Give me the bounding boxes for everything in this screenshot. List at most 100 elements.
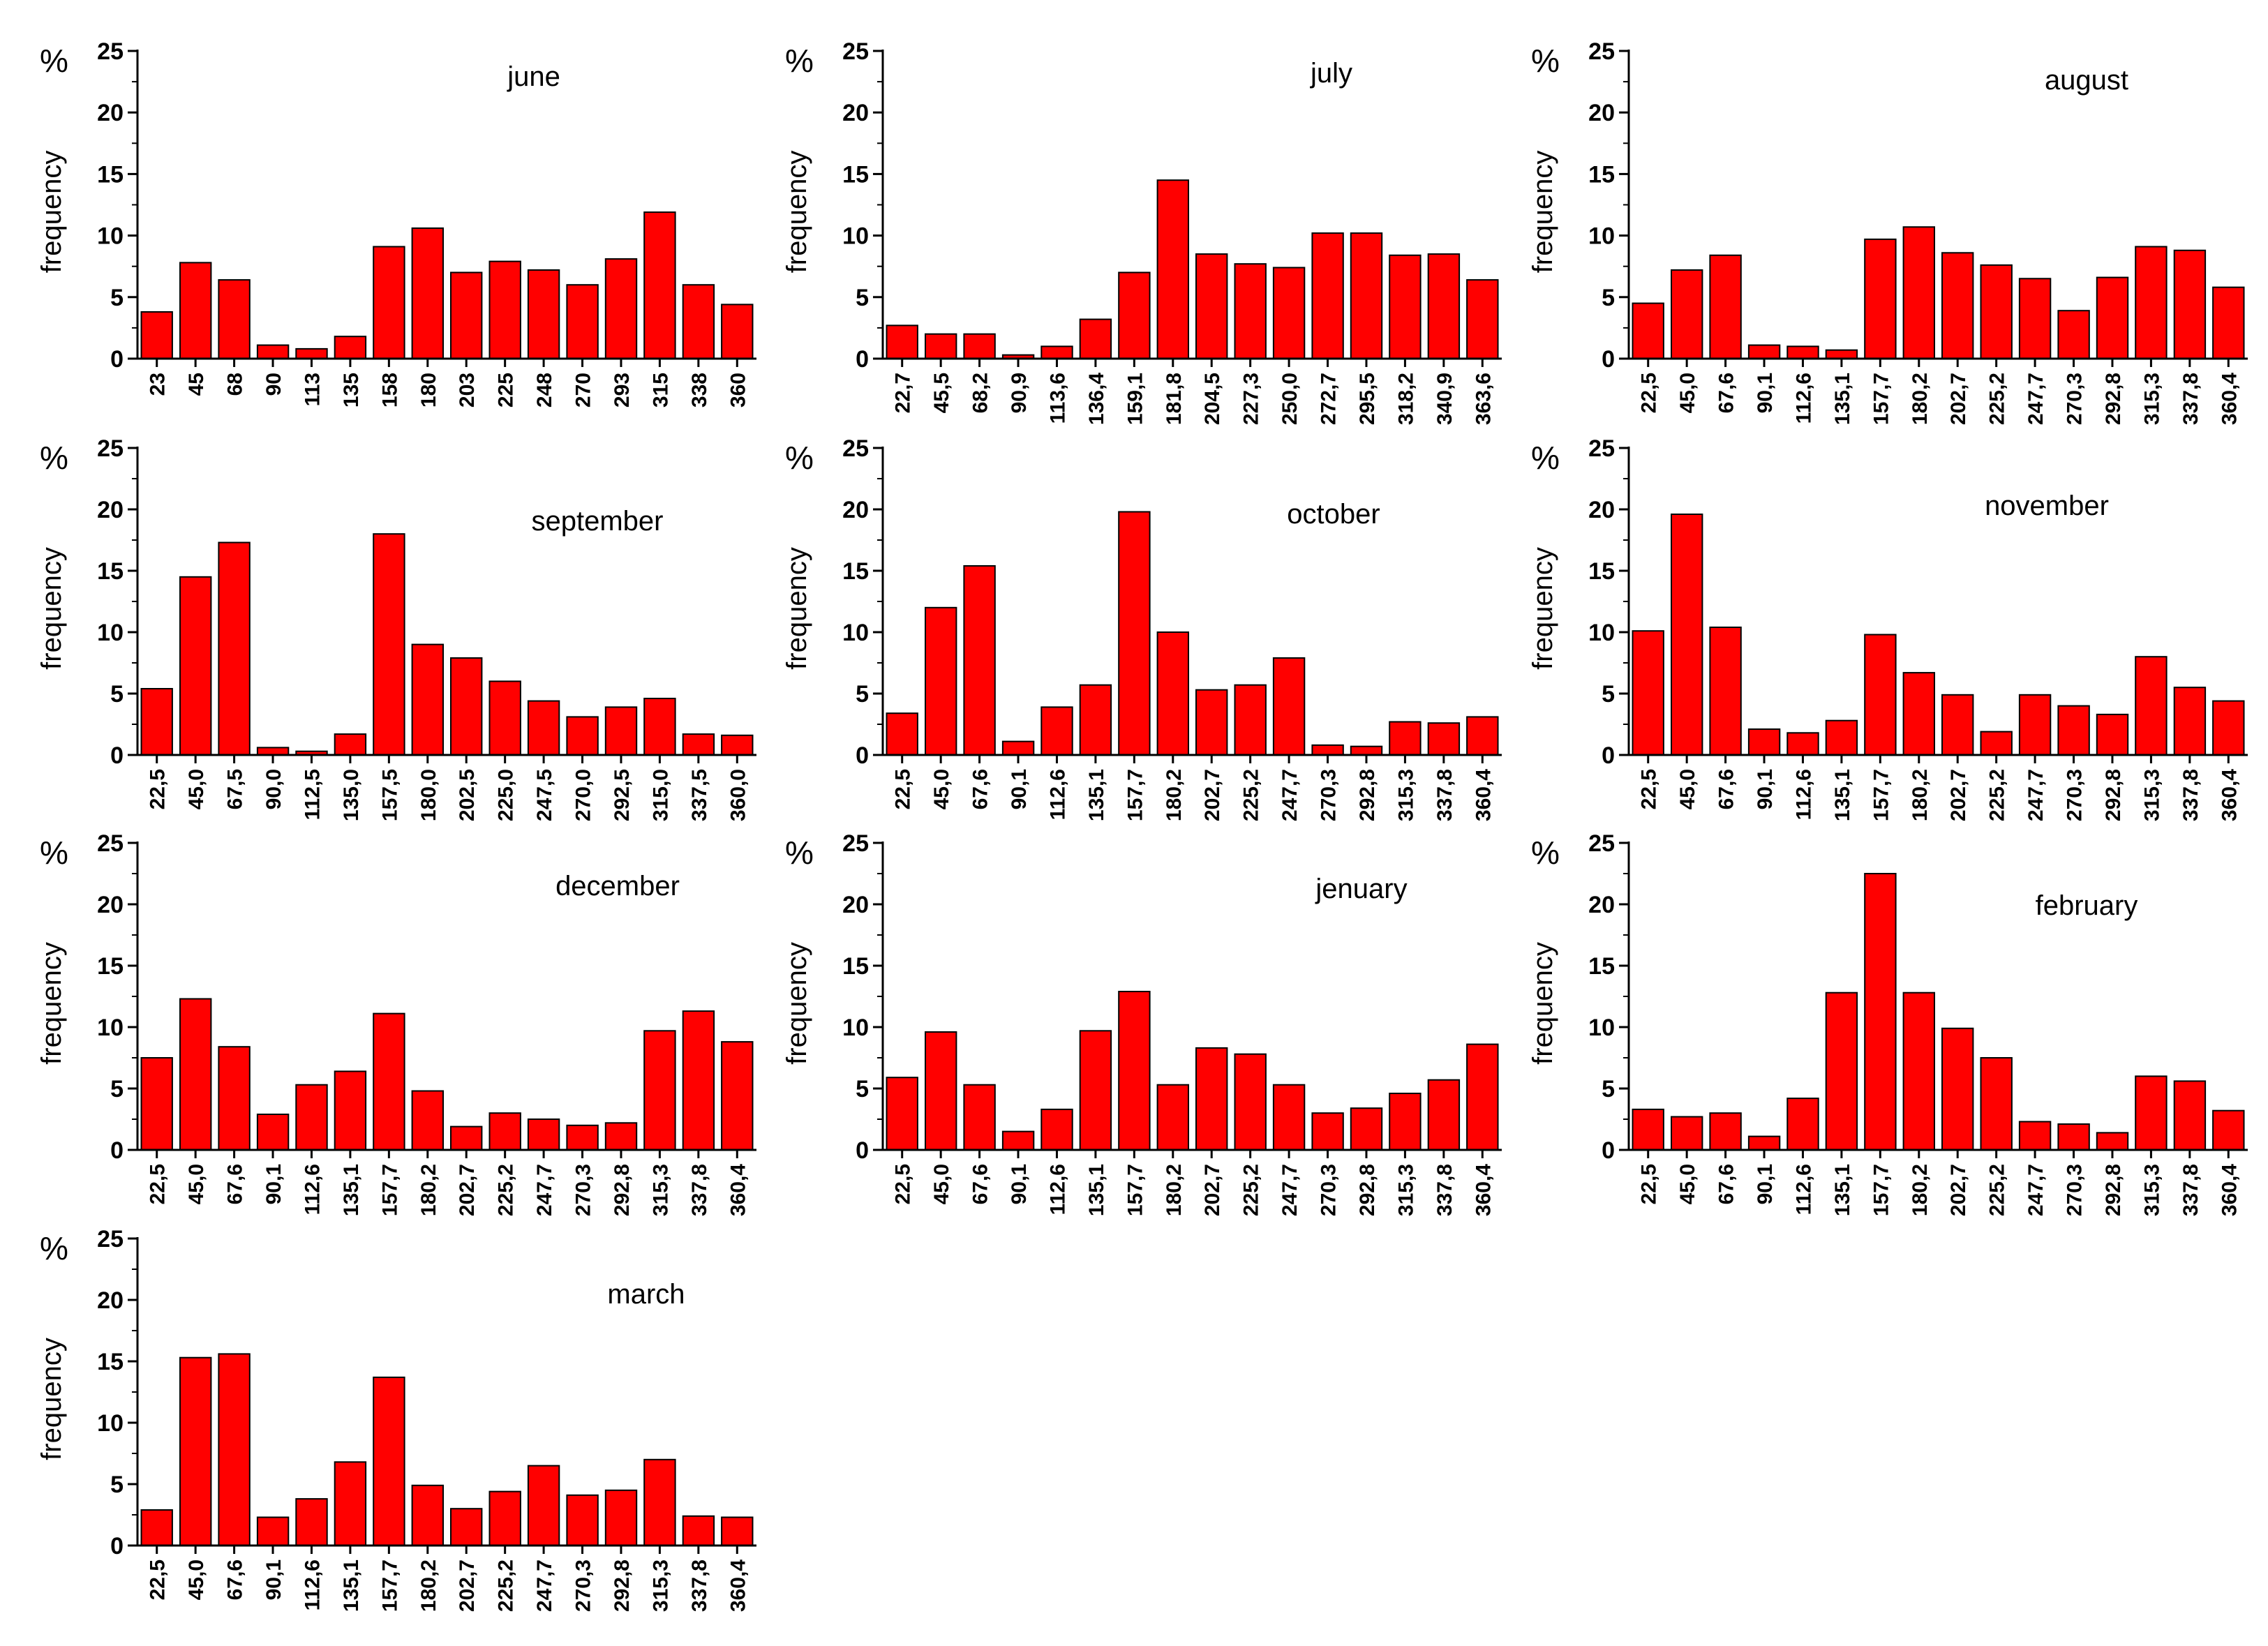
bar <box>1079 684 1112 756</box>
y-tick-label: 25 <box>97 830 124 857</box>
bar <box>140 1057 173 1151</box>
bar <box>140 1509 173 1546</box>
x-tick-label: 202,7 <box>1947 769 1970 821</box>
bar <box>140 311 173 359</box>
x-tick-label: 158 <box>378 373 401 407</box>
y-tick-label: 10 <box>842 223 869 250</box>
bar <box>1980 1057 2013 1151</box>
x-tick-label: 247,7 <box>533 1559 556 1612</box>
x-tick-label: 68 <box>224 373 247 396</box>
y-axis-title: frequency <box>36 1338 67 1460</box>
bar <box>218 541 251 756</box>
bar <box>721 1516 754 1546</box>
x-tick-label: 225,2 <box>1240 769 1263 821</box>
bar <box>1156 179 1189 360</box>
x-tick-label: 22,5 <box>892 769 915 809</box>
x-tick-label: 225,2 <box>1986 769 2009 821</box>
x-tick-label: 157,7 <box>1870 373 1893 425</box>
bar <box>2212 1109 2245 1151</box>
y-axis-title: frequency <box>1528 151 1558 274</box>
x-tick-label: 225,2 <box>495 1559 518 1612</box>
bar <box>1466 1043 1499 1151</box>
x-tick-label: 90,0 <box>262 769 285 809</box>
x-tick-label: 250,0 <box>1278 373 1301 425</box>
x-tick-label: 247,5 <box>533 769 556 821</box>
bar <box>179 576 212 756</box>
bar <box>1632 630 1664 756</box>
bar <box>2057 310 2090 360</box>
bar <box>925 333 957 360</box>
bar <box>527 269 560 359</box>
bar <box>1825 992 1858 1151</box>
bar <box>2057 705 2090 756</box>
y-axis-title: frequency <box>1528 547 1558 670</box>
x-tick-label: 135,1 <box>1085 769 1108 821</box>
x-tick-label: 113 <box>301 373 324 406</box>
x-tick-label: 67,6 <box>1715 1164 1738 1204</box>
y-unit-label: % <box>1531 43 1560 79</box>
bar <box>963 1084 996 1151</box>
bar <box>925 1031 957 1151</box>
bar <box>604 1489 638 1547</box>
x-tick-label: 112,5 <box>301 769 324 820</box>
x-tick-label: 112,6 <box>1792 1164 1815 1215</box>
bar <box>721 734 754 756</box>
x-tick-label: 203 <box>456 373 479 407</box>
x-tick-label: 247,7 <box>1278 1164 1301 1216</box>
x-tick-label: 292,8 <box>2102 373 2125 425</box>
y-unit-label: % <box>40 440 68 476</box>
bar <box>488 260 521 359</box>
x-tick-label: 270,0 <box>572 769 595 821</box>
y-unit-label: % <box>1531 835 1560 871</box>
chart-title: august <box>2045 65 2128 96</box>
bar <box>1941 252 1974 359</box>
y-tick-label: 0 <box>110 742 124 769</box>
x-tick-label: 270,3 <box>1318 769 1341 821</box>
y-axis-title: frequency <box>36 547 67 670</box>
bar <box>179 1356 212 1546</box>
bar <box>527 1118 560 1151</box>
y-tick-label: 25 <box>1588 830 1615 857</box>
bar <box>604 258 638 359</box>
x-tick-label: 67,6 <box>969 769 992 809</box>
bar <box>1156 1084 1189 1151</box>
x-tick-label: 315,0 <box>649 769 672 821</box>
x-tick-label: 135,1 <box>340 1559 363 1612</box>
bar <box>373 246 405 359</box>
x-tick-label: 23 <box>147 373 170 396</box>
x-tick-label: 45,0 <box>185 1559 208 1600</box>
x-tick-label: 272,7 <box>1318 373 1341 425</box>
bar <box>886 324 918 359</box>
x-tick-label: 67,6 <box>224 1559 247 1600</box>
bar <box>1350 745 1383 756</box>
x-tick-label: 67,5 <box>224 769 247 809</box>
bar <box>334 733 367 756</box>
bar <box>295 1498 328 1547</box>
x-tick-label: 292,8 <box>611 1164 634 1216</box>
x-tick-label: 22,7 <box>892 373 915 413</box>
x-tick-label: 292,8 <box>2102 769 2125 821</box>
x-tick-label: 90,1 <box>1008 769 1031 809</box>
x-tick-label: 135,1 <box>1831 769 1854 821</box>
bar <box>295 1084 328 1151</box>
x-tick-label: 363,6 <box>1472 373 1495 425</box>
y-tick-label: 25 <box>1588 435 1615 462</box>
x-tick-label: 67,6 <box>969 1164 992 1204</box>
bar <box>1941 694 1974 756</box>
bar <box>1902 226 1936 359</box>
bar <box>2018 278 2052 359</box>
bar <box>1864 634 1897 756</box>
bar <box>256 747 290 756</box>
chart-title: november <box>1985 491 2109 521</box>
y-tick-label: 20 <box>1588 892 1615 918</box>
x-tick-label: 225,2 <box>1986 373 2009 425</box>
y-unit-label: % <box>785 835 814 871</box>
bar <box>2135 246 2168 359</box>
x-tick-label: 315 <box>649 373 672 407</box>
y-tick-label: 20 <box>97 497 124 523</box>
bar <box>1786 732 1819 756</box>
x-tick-label: 45,0 <box>930 769 953 809</box>
bar <box>1079 318 1112 360</box>
x-tick-label: 157,7 <box>1124 769 1147 821</box>
